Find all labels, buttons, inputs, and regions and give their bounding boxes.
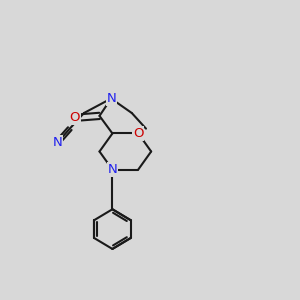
Text: N: N — [107, 163, 117, 176]
Text: N: N — [53, 136, 62, 149]
Text: O: O — [133, 127, 143, 140]
Text: O: O — [70, 111, 80, 124]
Text: N: N — [106, 92, 116, 105]
